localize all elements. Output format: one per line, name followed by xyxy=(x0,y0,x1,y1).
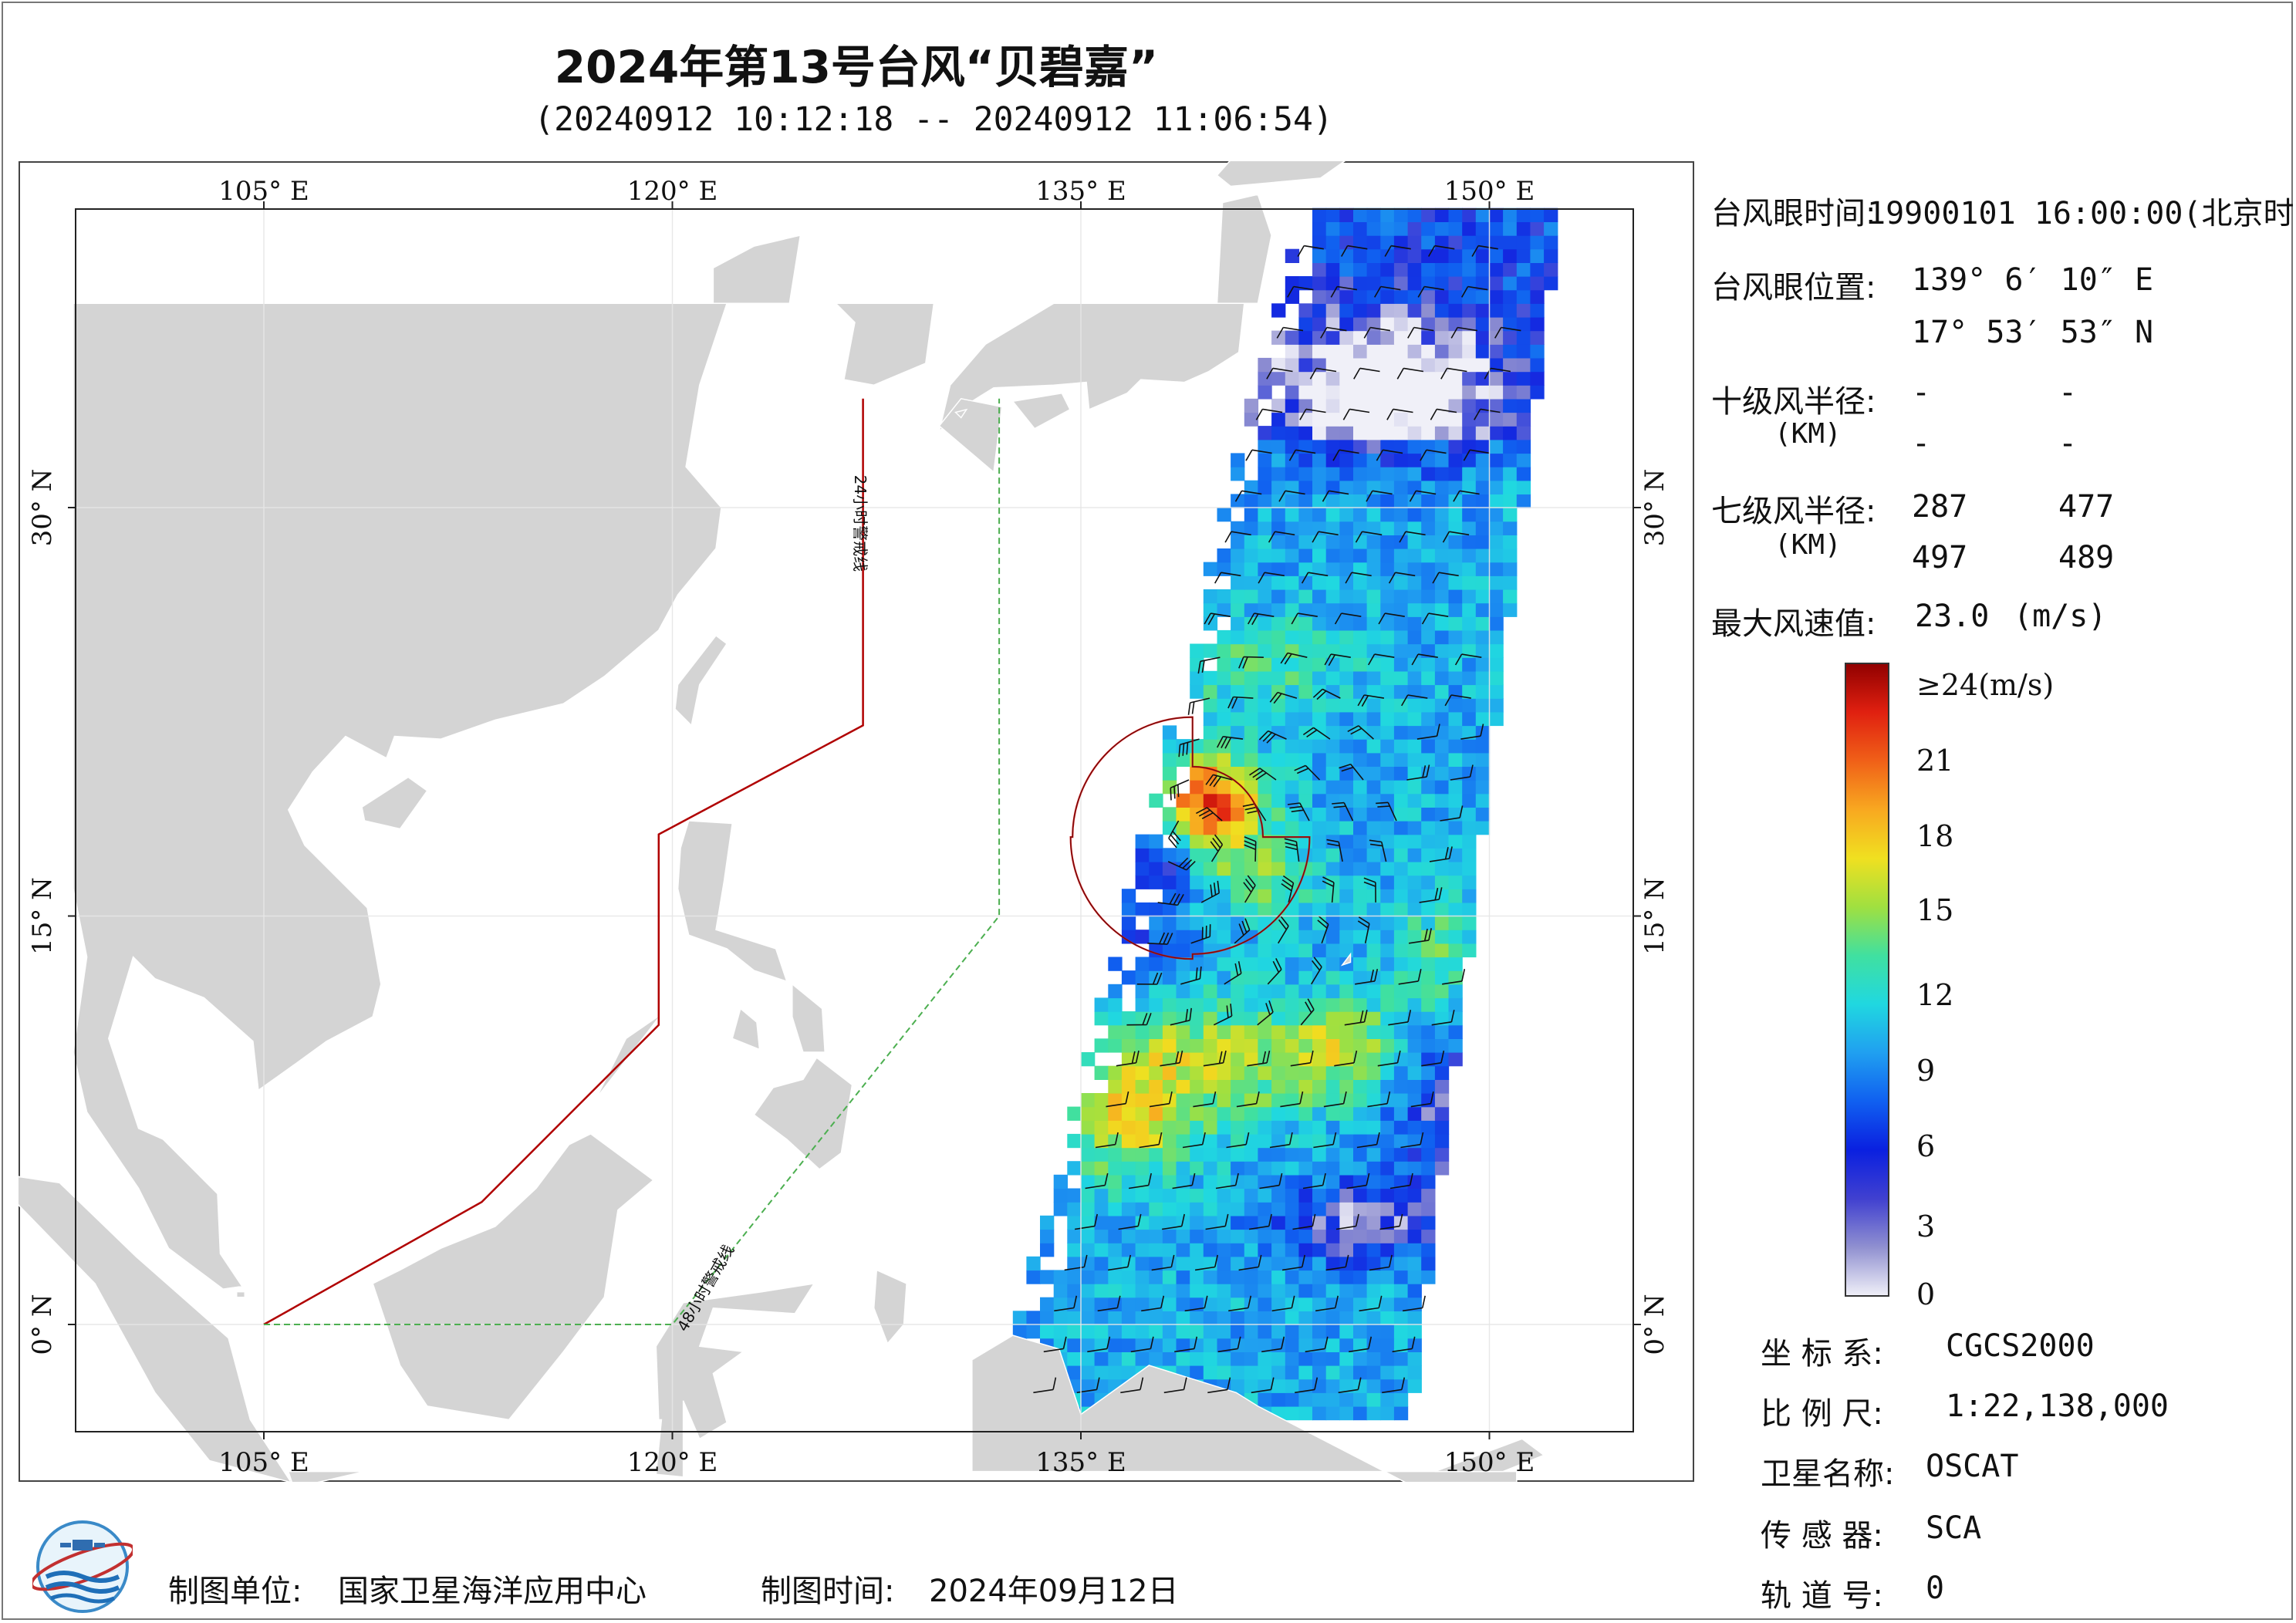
scale-label: 比 例 尺: xyxy=(1761,1396,1883,1432)
axis-ticks: 105° E 105° E 120° E 120° E 135° E 135° E 150°… xyxy=(27,176,1670,1478)
lat-tick-right: 15° N xyxy=(1639,877,1670,955)
r7-value-1: 287 xyxy=(1912,489,1968,525)
warning-24h-label: 24小时警戒线 xyxy=(851,475,869,572)
colorbar-label-18: 18 xyxy=(1916,819,1954,853)
orbit-label: 轨 道 号: xyxy=(1761,1578,1883,1614)
lon-tick-top: 105° E xyxy=(218,176,309,207)
eye-position-label: 台风眼位置: xyxy=(1711,270,1876,305)
r10-value-3: - xyxy=(1912,426,1931,461)
colorbar-label-24: ≥24(m/s) xyxy=(1916,668,2055,702)
time-range: (20240912 10:12:18 -- 20240912 11:06:54) xyxy=(534,100,1333,139)
crs-value: CGCS2000 xyxy=(1946,1328,2095,1364)
colorbar-label-9: 9 xyxy=(1916,1054,1936,1088)
r7-value-3: 497 xyxy=(1912,540,1968,575)
date-label: 制图时间: xyxy=(761,1574,895,1609)
lat-tick-right: 0° N xyxy=(1639,1294,1670,1355)
colorbar-label-6: 6 xyxy=(1916,1129,1936,1163)
lat-tick-left: 0° N xyxy=(27,1294,58,1355)
satellite-label: 卫星名称: xyxy=(1761,1456,1895,1492)
r10-value-1: - xyxy=(1912,375,1931,410)
max-wind-label: 最大风速值: xyxy=(1711,606,1876,642)
colorbar-label-15: 15 xyxy=(1916,893,1954,927)
maker-value: 国家卫星海洋应用中心 xyxy=(338,1574,647,1609)
sensor-value: SCA xyxy=(1926,1510,1982,1546)
max-wind-unit: (m/s) xyxy=(2014,599,2107,634)
wind-speed-swath xyxy=(19,161,1558,1482)
colorbar-label-12: 12 xyxy=(1916,978,1954,1012)
r7-value-4: 489 xyxy=(2058,540,2115,575)
plot-border xyxy=(75,208,1634,1432)
wind-barbs xyxy=(1033,245,1521,1394)
r7-value-2: 477 xyxy=(2058,489,2115,525)
r10-unit: (KM) xyxy=(1774,418,1842,450)
scale-value: 1:22,138,000 xyxy=(1946,1388,2169,1424)
maker-label: 制图单位: xyxy=(168,1574,302,1609)
r10-value-2: - xyxy=(2058,375,2078,410)
eye-time-label: 台风眼时间: xyxy=(1711,196,1876,231)
r7-unit: (KM) xyxy=(1774,529,1842,561)
lon-tick-top: 120° E xyxy=(627,176,718,207)
nsoas-logo-icon xyxy=(32,1520,133,1613)
lon-tick-bottom: 135° E xyxy=(1035,1447,1126,1478)
lon-tick-bottom: 150° E xyxy=(1444,1447,1535,1478)
r7-label: 七级风半径: xyxy=(1711,494,1876,529)
lon-tick-top: 150° E xyxy=(1444,176,1535,207)
lat-tick-left: 15° N xyxy=(27,877,58,955)
lat-tick-left: 30° N xyxy=(27,469,58,547)
lon-tick-bottom: 120° E xyxy=(627,1447,718,1478)
r10-label: 十级风半径: xyxy=(1711,384,1876,420)
map-title: 2024年第13号台风“贝碧嘉” xyxy=(554,41,1159,93)
typhoon-radius-overlay xyxy=(1069,716,1311,960)
max-wind-value: 23.0 xyxy=(1915,599,1990,634)
sensor-label: 传 感 器: xyxy=(1761,1518,1883,1554)
eye-longitude: 139° 6′ 10″ E xyxy=(1912,262,2154,298)
r10-value-4: - xyxy=(2058,426,2078,461)
colorbar-label-0: 0 xyxy=(1916,1277,1936,1311)
lat-tick-right: 30° N xyxy=(1639,469,1670,547)
eye-time-value: 19900101 16:00:00(北京时) xyxy=(1867,196,2296,231)
colorbar xyxy=(1845,663,1889,1297)
date-value: 2024年09月12日 xyxy=(929,1574,1179,1609)
crs-label: 坐 标 系: xyxy=(1761,1336,1883,1372)
orbit-value: 0 xyxy=(1926,1571,1945,1606)
eye-latitude: 17° 53′ 53″ N xyxy=(1912,315,2154,350)
lon-tick-bottom: 105° E xyxy=(218,1447,309,1478)
colorbar-label-21: 21 xyxy=(1916,744,1954,778)
satellite-value: OSCAT xyxy=(1926,1449,2019,1484)
lon-tick-top: 135° E xyxy=(1035,176,1126,207)
colorbar-label-3: 3 xyxy=(1916,1210,1936,1243)
